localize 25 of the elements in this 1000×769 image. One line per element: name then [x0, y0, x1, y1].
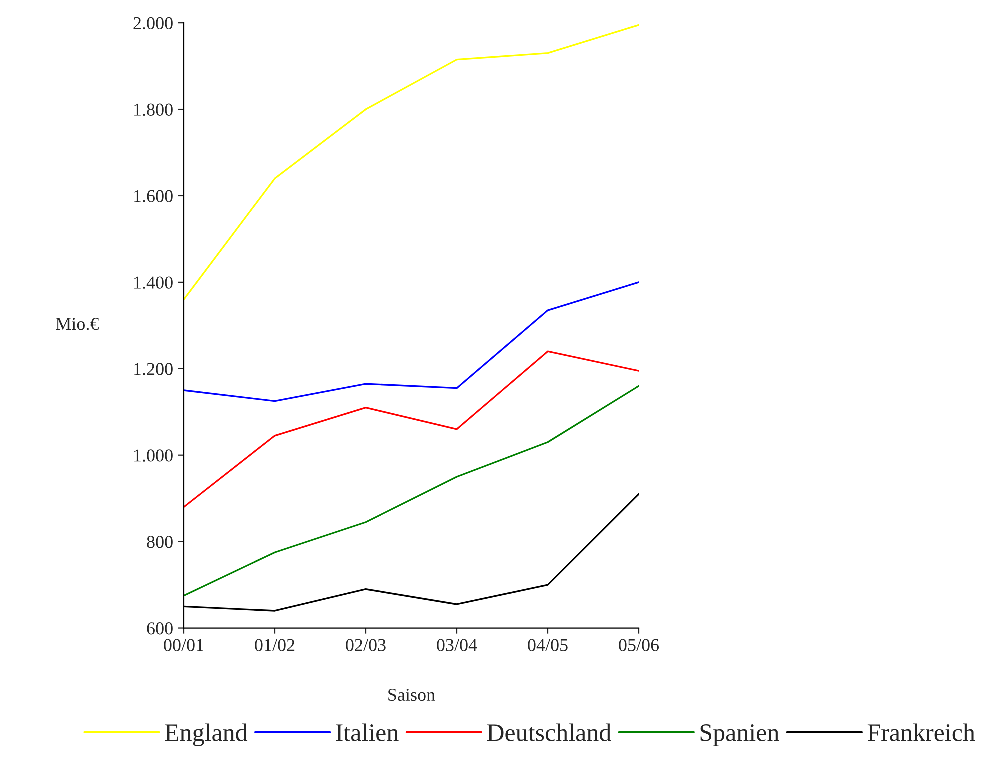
- legend-label: Deutschland: [487, 724, 612, 742]
- y-tick-label: 2.000: [134, 17, 173, 30]
- line-series: [184, 350, 639, 508]
- y-axis-title: Mio.€: [56, 318, 99, 330]
- x-axis-title: Saison: [388, 688, 436, 702]
- y-tick-label: 1.000: [134, 450, 173, 462]
- x-tick-label: 04/05: [528, 639, 568, 652]
- legend-label: Frankreich: [868, 724, 976, 742]
- y-tick-label: 1.600: [134, 190, 173, 203]
- line-series: [184, 385, 639, 597]
- x-tick-label: 00/01: [164, 639, 204, 652]
- legend-label: Italien: [336, 724, 399, 742]
- y-tick-label: 800: [147, 536, 173, 548]
- legend-label: Spanien: [700, 724, 780, 746]
- y-tick-label: 1.800: [134, 104, 173, 116]
- y-tick-label: 1.400: [134, 276, 173, 289]
- x-tick-label: 01/02: [255, 639, 295, 652]
- legend-label: England: [165, 724, 248, 746]
- line-series: [184, 24, 639, 301]
- y-tick-label: 1.200: [134, 363, 173, 376]
- x-tick-label: 02/03: [346, 639, 386, 652]
- x-tick-label: 05/06: [619, 639, 660, 652]
- x-tick-label: 03/04: [437, 639, 478, 652]
- line-series: [184, 282, 639, 402]
- y-tick-label: 600: [147, 622, 173, 635]
